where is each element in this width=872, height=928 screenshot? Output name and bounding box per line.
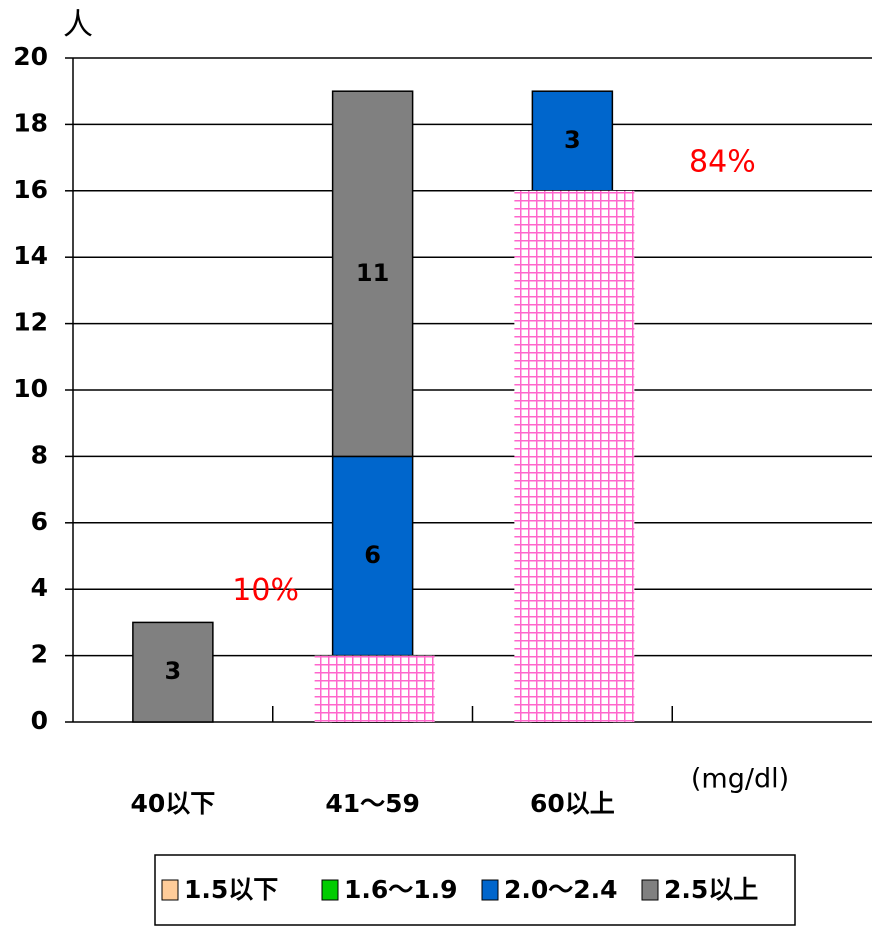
- legend-label: 2.0～2.4: [504, 875, 618, 904]
- y-tick-label: 2: [31, 640, 48, 669]
- legend-swatch: [161, 879, 179, 901]
- data-label: 6: [364, 541, 381, 569]
- x-tick-label: 40以下: [130, 789, 215, 818]
- x-tick-label: 41～59: [325, 789, 420, 818]
- bar-segment: [531, 90, 614, 192]
- data-label: 3: [564, 126, 581, 154]
- y-tick-label: 18: [13, 108, 48, 137]
- y-tick-label: 0: [31, 706, 48, 735]
- legend-box: [154, 854, 796, 926]
- y-axis-label: 人: [63, 8, 93, 43]
- legend-swatch: [321, 879, 339, 901]
- data-label: 11: [356, 259, 389, 287]
- annotation: 10%: [232, 573, 299, 608]
- y-tick-label: 10: [13, 374, 48, 403]
- x-axis-label: (mg/dl): [691, 764, 789, 795]
- legend-label: 2.5以上: [664, 875, 758, 904]
- y-tick-label: 6: [31, 507, 48, 536]
- bar-segment: [132, 621, 214, 723]
- bar-segment: [331, 455, 414, 657]
- legend-label: 1.6～1.9: [344, 875, 458, 904]
- y-tick-label: 16: [13, 175, 48, 204]
- y-tick-label: 14: [13, 241, 48, 270]
- highlight: [514, 190, 635, 723]
- legend-swatch: [481, 879, 499, 901]
- legend-label: 1.5以下: [184, 875, 278, 904]
- legend-swatch: [641, 879, 659, 901]
- highlight: [314, 655, 435, 722]
- y-tick-label: 12: [13, 308, 48, 337]
- data-label: 3: [165, 657, 182, 685]
- y-tick-label: 4: [31, 573, 48, 602]
- annotation: 84%: [689, 144, 756, 179]
- bar-segment: [331, 90, 414, 458]
- y-tick-label: 8: [31, 440, 48, 469]
- x-tick-label: 60以上: [530, 789, 615, 818]
- y-tick-label: 20: [13, 42, 48, 71]
